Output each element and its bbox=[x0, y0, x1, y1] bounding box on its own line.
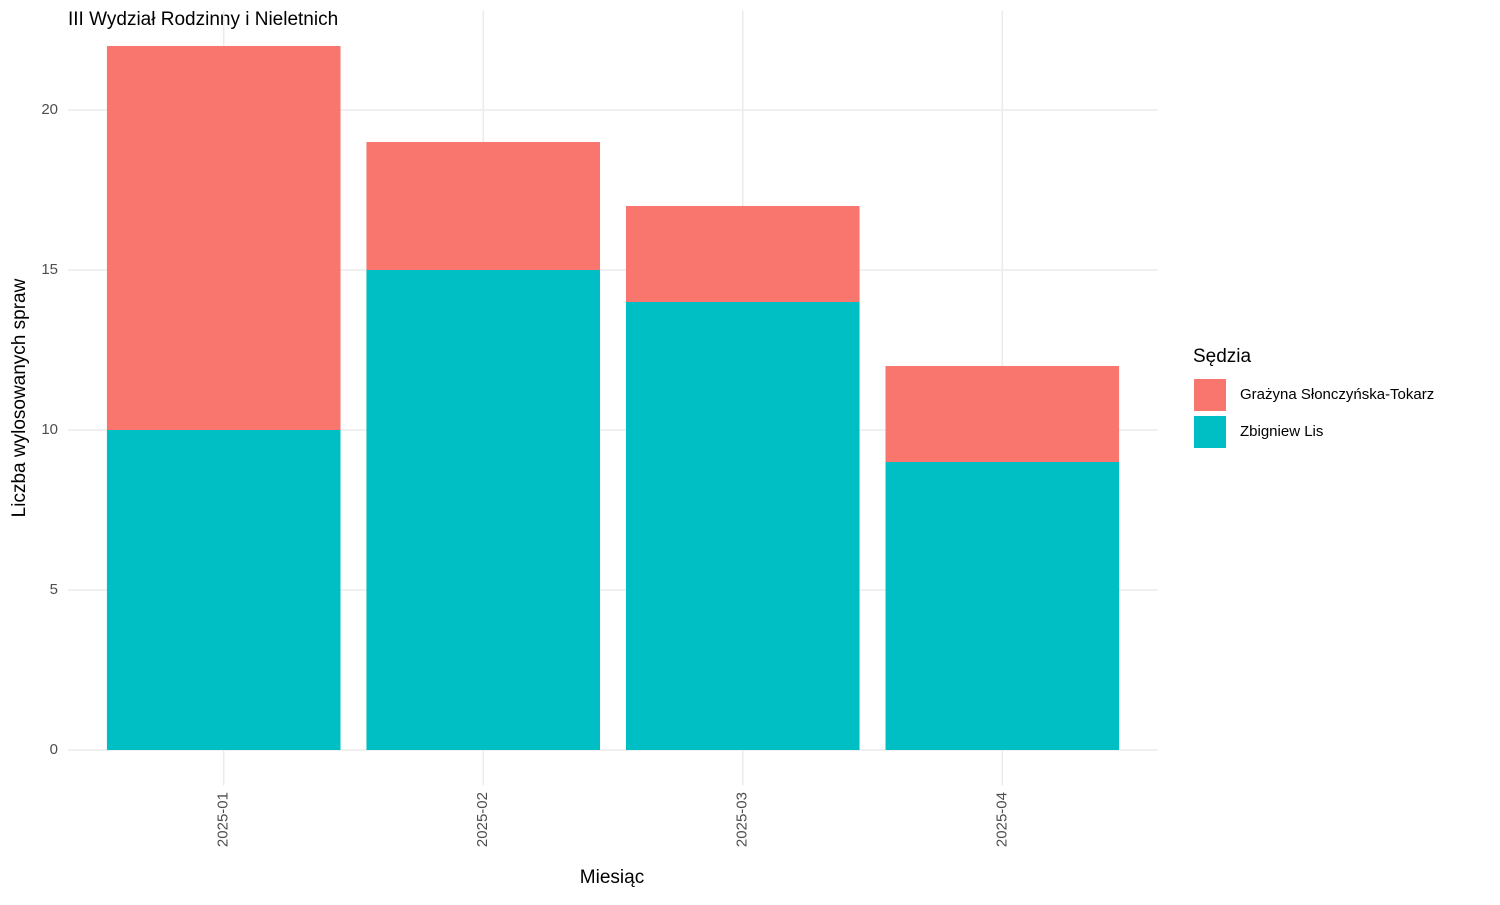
x-tick-label: 2025-03 bbox=[734, 792, 751, 847]
chart-title: III Wydział Rodzinny i Nieletnich bbox=[68, 9, 338, 30]
x-tick-label: 2025-01 bbox=[215, 792, 232, 847]
y-tick-label: 15 bbox=[41, 261, 58, 278]
y-tick-label: 0 bbox=[50, 741, 58, 758]
legend-key bbox=[1194, 416, 1226, 448]
y-tick-label: 5 bbox=[50, 581, 58, 598]
bar-segment bbox=[885, 366, 1120, 462]
legend-label: Grażyna Słonczyńska-Tokarz bbox=[1240, 386, 1434, 403]
y-tick-label: 10 bbox=[41, 421, 58, 438]
legend-key bbox=[1194, 379, 1226, 411]
bar-segment bbox=[885, 462, 1120, 750]
legend-title: Sędzia bbox=[1193, 346, 1252, 367]
bar-segment bbox=[106, 430, 341, 750]
y-tick-label: 20 bbox=[41, 101, 58, 118]
bar-segment bbox=[366, 270, 601, 750]
bar-segment bbox=[366, 142, 601, 270]
bar-segment bbox=[106, 46, 341, 430]
x-axis-title: Miesiąc bbox=[580, 867, 644, 888]
bar-segment bbox=[625, 206, 860, 302]
x-tick-label: 2025-04 bbox=[993, 792, 1010, 847]
bar-segment bbox=[625, 302, 860, 750]
y-axis-title: Liczba wylosowanych spraw bbox=[9, 278, 30, 517]
legend-label: Zbigniew Lis bbox=[1240, 423, 1323, 440]
x-tick-label: 2025-02 bbox=[474, 792, 491, 847]
